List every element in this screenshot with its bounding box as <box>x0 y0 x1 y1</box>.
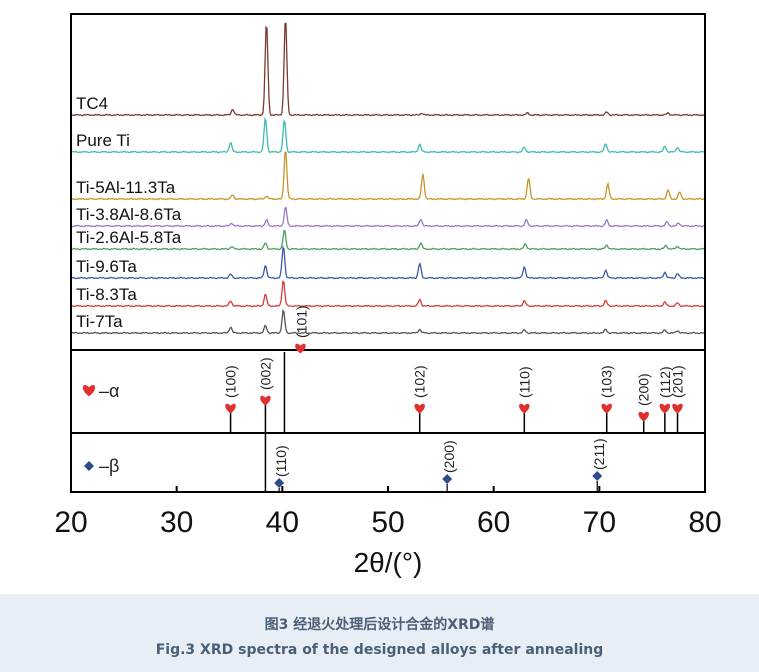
caption-english: Fig.3 XRD spectra of the designed alloys… <box>155 642 604 658</box>
alpha-peak-label: (002) <box>257 357 273 390</box>
series-line <box>71 22 705 117</box>
heart-icon <box>659 403 671 414</box>
series-label: Ti-3.8Al-8.6Ta <box>76 205 182 224</box>
x-tick-label: 50 <box>371 506 404 539</box>
diamond-icon <box>592 471 603 481</box>
series-label: Ti-7Ta <box>76 312 123 331</box>
alpha-peak-label: (102) <box>412 365 428 398</box>
diamond-icon <box>84 461 94 471</box>
x-tick-label: 80 <box>688 506 721 539</box>
series-label: Pure Ti <box>76 131 130 150</box>
heart-icon <box>82 384 96 397</box>
series-line <box>71 206 704 228</box>
series-line <box>71 279 705 308</box>
heart-icon <box>260 395 271 406</box>
x-tick-label: 40 <box>266 506 299 539</box>
heart-icon <box>295 343 306 354</box>
xrd-chart: TC4 Pure Ti Ti-5Al-11.3Ta Ti-3.8Al-8.6Ta Ti-… <box>54 13 722 578</box>
alpha-peak-label: (112) <box>657 366 673 398</box>
alpha-legend-label: –α <box>99 381 119 401</box>
x-tick-label: 30 <box>160 506 193 539</box>
heart-icon <box>414 403 425 414</box>
series-line <box>71 229 705 251</box>
alpha-peak-label: (201) <box>670 365 686 398</box>
alpha-peak-label: (100) <box>223 365 239 398</box>
beta-peak-label: (211) <box>591 438 607 470</box>
heart-icon <box>601 403 612 414</box>
chart-area: TC4 Pure Ti Ti-5Al-11.3Ta Ti-3.8Al-8.6Ta Ti-… <box>54 13 722 578</box>
beta-legend-label: –β <box>99 456 119 476</box>
diamond-icon <box>442 474 453 484</box>
heart-icon <box>672 403 683 414</box>
heart-icon <box>519 403 530 414</box>
series-line <box>71 308 705 335</box>
series-label: Ti-5Al-11.3Ta <box>76 178 176 197</box>
heart-icon <box>638 411 649 422</box>
series-label: Ti-2.6Al-5.8Ta <box>76 228 182 247</box>
series-line <box>71 245 705 280</box>
series-line <box>71 116 705 154</box>
series-label: Ti-9.6Ta <box>76 257 137 276</box>
x-tick-label: 20 <box>54 506 87 539</box>
alpha-peak-label: (103) <box>599 365 615 398</box>
panel-frame <box>70 432 706 493</box>
alpha-peak-label: (101) <box>293 305 309 338</box>
caption-chinese: 图3 经退火处理后设计合金的XRD谱 <box>264 617 495 633</box>
heart-icon <box>225 403 236 414</box>
beta-peak-label: (200) <box>441 440 457 473</box>
caption-band: 图3 经退火处理后设计合金的XRD谱 Fig.3 XRD spectra of … <box>0 594 759 672</box>
beta-peak-label: (110) <box>273 445 289 477</box>
x-tick-label: 70 <box>583 506 616 539</box>
alpha-peak-label: (200) <box>636 373 652 406</box>
alpha-peak-label: (110) <box>516 366 532 398</box>
series-line <box>71 151 705 201</box>
diamond-icon <box>274 478 285 488</box>
series-label: TC4 <box>76 94 108 113</box>
series-label: Ti-8.3Ta <box>76 285 137 304</box>
x-tick-label: 60 <box>477 506 510 539</box>
x-axis-label: 2θ/(°) <box>354 547 423 578</box>
